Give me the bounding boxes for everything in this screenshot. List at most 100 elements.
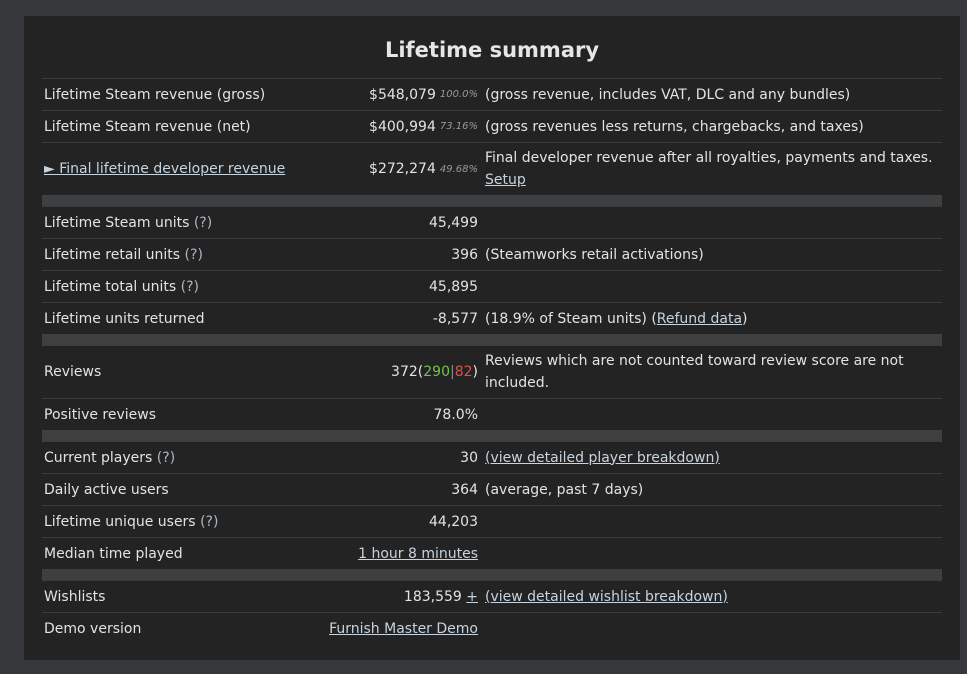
- value-daily-active-users: 364: [451, 481, 478, 498]
- row-total-units: Lifetime total units (?) 45,895: [42, 270, 942, 302]
- developer-revenue-cell: ► Final lifetime developer revenue: [42, 143, 342, 195]
- label-total-units: Lifetime total units (?): [42, 271, 342, 302]
- label-net-revenue: Lifetime Steam revenue (net): [44, 118, 251, 135]
- value-steam-units: 45,499: [429, 214, 478, 231]
- units-returned-note-prefix: (18.9% of Steam units) (: [485, 310, 657, 327]
- label-unique-users: Lifetime unique users (?): [42, 506, 342, 537]
- unique-users-label: Lifetime unique users: [44, 513, 196, 530]
- total-units-label: Lifetime total units: [44, 278, 177, 295]
- label-units-returned: Lifetime units returned: [44, 310, 205, 327]
- reviews-open-paren: (: [417, 364, 424, 380]
- note-positive-reviews: [482, 399, 942, 430]
- note-gross-revenue: (gross revenue, includes VAT, DLC and an…: [485, 86, 851, 103]
- net-revenue-percent: 73.16%: [439, 121, 478, 132]
- row-units-returned: Lifetime units returned -8,577 (18.9% of…: [42, 302, 942, 334]
- section-separator: [42, 334, 942, 345]
- note-net-revenue: (gross revenues less returns, chargeback…: [485, 118, 864, 135]
- row-net-revenue: Lifetime Steam revenue (net) $400,994 73…: [42, 110, 942, 142]
- row-steam-units: Lifetime Steam units (?) 45,499: [42, 206, 942, 238]
- value-current-players: 30: [460, 449, 478, 466]
- steam-units-label: Lifetime Steam units: [44, 214, 190, 231]
- reviews-close-paren: ): [472, 364, 478, 380]
- value-units-returned: -8,577: [432, 310, 478, 327]
- net-revenue-amount: $400,994: [369, 118, 436, 135]
- value-retail-units: 396: [451, 246, 478, 263]
- reviews-negative-count: 82: [454, 364, 473, 380]
- note-wishlists: (view detailed wishlist breakdown): [482, 581, 942, 612]
- note-steam-units: [482, 207, 942, 238]
- value-positive-reviews: 78.0%: [433, 406, 478, 423]
- developer-revenue-toggle-link[interactable]: ► Final lifetime developer revenue: [44, 161, 286, 177]
- note-retail-units: (Steamworks retail activations): [485, 246, 704, 263]
- label-daily-active-users: Daily active users: [44, 481, 169, 498]
- total-units-help-link[interactable]: (?): [180, 278, 200, 295]
- value-total-units: 45,895: [429, 278, 478, 295]
- retail-units-help-link[interactable]: (?): [184, 246, 203, 263]
- player-breakdown-link[interactable]: (view detailed player breakdown): [485, 449, 720, 466]
- wishlists-count: 183,559: [403, 588, 462, 605]
- label-demo-version: Demo version: [44, 620, 142, 637]
- lifetime-summary-panel: Lifetime summary Lifetime Steam revenue …: [24, 16, 960, 660]
- row-current-players: Current players (?) 30 (view detailed pl…: [42, 441, 942, 473]
- reviews-total: 372: [391, 364, 418, 380]
- row-gross-revenue: Lifetime Steam revenue (gross) $548,079 …: [42, 78, 942, 110]
- developer-revenue-percent: 49.68%: [439, 163, 478, 175]
- developer-revenue-note-text: Final developer revenue after all royalt…: [485, 150, 933, 166]
- note-unique-users: [482, 506, 942, 537]
- note-demo-version: [482, 613, 942, 644]
- value-gross-revenue: $548,079 100.0%: [342, 79, 482, 110]
- steam-units-help-link[interactable]: (?): [193, 214, 213, 231]
- row-reviews: Reviews 372 (290 | 82) Reviews which are…: [42, 345, 942, 398]
- page-title: Lifetime summary: [384, 38, 600, 62]
- note-units-returned: (18.9% of Steam units) (Refund data): [482, 303, 942, 334]
- current-players-help-link[interactable]: (?): [156, 449, 176, 466]
- row-unique-users: Lifetime unique users (?) 44,203: [42, 505, 942, 537]
- current-players-label: Current players: [44, 449, 153, 466]
- label-reviews: Reviews: [44, 364, 102, 380]
- label-retail-units: Lifetime retail units (?): [42, 239, 342, 270]
- unique-users-help-link[interactable]: (?): [200, 513, 219, 530]
- note-current-players: (view detailed player breakdown): [482, 442, 942, 473]
- section-separator: [42, 569, 942, 580]
- value-unique-users: 44,203: [429, 513, 478, 530]
- value-wishlists: 183,559 +: [342, 581, 482, 612]
- row-daily-active-users: Daily active users 364 (average, past 7 …: [42, 473, 942, 505]
- refund-data-link[interactable]: Refund data: [656, 310, 743, 327]
- summary-table: Lifetime Steam revenue (gross) $548,079 …: [42, 78, 942, 644]
- row-developer-revenue: ► Final lifetime developer revenue $272,…: [42, 142, 942, 195]
- label-wishlists: Wishlists: [44, 588, 106, 605]
- label-steam-units: Lifetime Steam units (?): [42, 207, 342, 238]
- note-developer-revenue: Final developer revenue after all royalt…: [482, 143, 942, 195]
- label-median-time: Median time played: [44, 545, 183, 562]
- retail-units-label: Lifetime retail units: [44, 246, 181, 263]
- wishlist-breakdown-link[interactable]: (view detailed wishlist breakdown): [485, 588, 728, 605]
- value-demo-version: Furnish Master Demo: [329, 613, 482, 644]
- wishlists-expand-link[interactable]: +: [466, 588, 478, 605]
- row-positive-reviews: Positive reviews 78.0%: [42, 398, 942, 430]
- row-wishlists: Wishlists 183,559 + (view detailed wishl…: [42, 580, 942, 612]
- setup-link[interactable]: Setup: [485, 172, 526, 188]
- label-gross-revenue: Lifetime Steam revenue (gross): [44, 86, 266, 103]
- note-reviews: Reviews which are not counted toward rev…: [485, 353, 904, 391]
- row-retail-units: Lifetime retail units (?) 396 (Steamwork…: [42, 238, 942, 270]
- note-total-units: [482, 271, 942, 302]
- gross-revenue-percent: 100.0%: [439, 89, 478, 100]
- gross-revenue-amount: $548,079: [369, 86, 436, 103]
- row-median-time: Median time played 1 hour 8 minutes: [42, 537, 942, 569]
- value-net-revenue: $400,994 73.16%: [342, 111, 482, 142]
- value-reviews: 372 (290 | 82): [342, 346, 482, 398]
- label-positive-reviews: Positive reviews: [44, 406, 157, 423]
- units-returned-note-suffix: ): [742, 310, 748, 327]
- section-separator: [42, 195, 942, 206]
- value-developer-revenue: $272,274 49.68%: [342, 143, 482, 195]
- value-median-time: 1 hour 8 minutes: [342, 538, 482, 569]
- note-median-time: [482, 538, 942, 569]
- note-daily-active-users: (average, past 7 days): [485, 481, 644, 498]
- row-demo-version: Demo version Furnish Master Demo: [42, 612, 942, 644]
- demo-version-link[interactable]: Furnish Master Demo: [329, 620, 478, 637]
- developer-revenue-amount: $272,274: [369, 161, 436, 177]
- reviews-separator: |: [449, 364, 455, 380]
- label-current-players: Current players (?): [42, 442, 342, 473]
- median-time-link[interactable]: 1 hour 8 minutes: [358, 545, 478, 562]
- section-separator: [42, 430, 942, 441]
